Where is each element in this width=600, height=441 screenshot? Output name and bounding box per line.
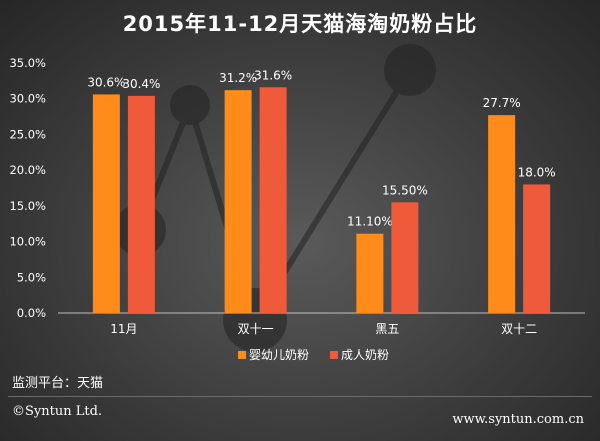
legend-swatch	[330, 351, 338, 359]
legend-label: 成人奶粉	[341, 348, 389, 362]
bar	[259, 87, 287, 314]
legend-swatch	[238, 351, 246, 359]
bar	[523, 184, 551, 313]
data-label: 11.10%	[347, 215, 393, 229]
legend: 婴幼儿奶粉 成人奶粉	[238, 348, 389, 362]
axes: 0.0% 5.0% 10.0% 15.0% 20.0% 25.0% 30.0% 35.0% 11…	[9, 56, 585, 336]
data-label: 31.6%	[254, 68, 292, 82]
data-label: 30.6%	[87, 75, 125, 89]
y-tick-label: 20.0%	[9, 163, 46, 177]
bar	[224, 90, 252, 314]
y-tick-label: 5.0%	[17, 270, 46, 284]
x-tick-label: 双十一	[238, 322, 274, 336]
bar	[356, 233, 384, 313]
bars: 30.6%30.4% 31.2%31.6% 11.10% 15.50% 27.7% 18.…	[87, 68, 556, 314]
y-tick-label: 25.0%	[9, 127, 46, 141]
bar	[127, 95, 155, 313]
website-text: www.syntun.com.cn	[452, 412, 584, 427]
bar	[488, 115, 516, 314]
y-tick-label: 35.0%	[9, 56, 46, 70]
y-tick-label: 15.0%	[9, 199, 46, 213]
x-tick-label: 11月	[110, 322, 137, 336]
source-text: 监测平台：天猫	[12, 376, 104, 391]
y-tick-label: 10.0%	[9, 235, 46, 249]
copyright-text: ©Syntun Ltd.	[12, 404, 103, 419]
x-tick-label: 双十二	[501, 322, 537, 336]
bar	[92, 94, 120, 313]
chart-title: 2015年11-12月天猫海淘奶粉占比	[122, 12, 478, 36]
data-label: 18.0%	[518, 165, 556, 179]
x-tick-label: 黑五	[375, 322, 399, 336]
y-tick-label: 0.0%	[17, 306, 46, 320]
y-tick-label: 30.0%	[9, 92, 46, 106]
data-label: 15.50%	[382, 183, 428, 197]
data-label: 27.7%	[483, 96, 521, 110]
data-label: 30.4%	[122, 77, 160, 91]
data-label: 31.2%	[219, 71, 257, 85]
legend-label: 婴幼儿奶粉	[249, 348, 309, 362]
bar	[391, 202, 419, 313]
divider	[8, 396, 592, 397]
